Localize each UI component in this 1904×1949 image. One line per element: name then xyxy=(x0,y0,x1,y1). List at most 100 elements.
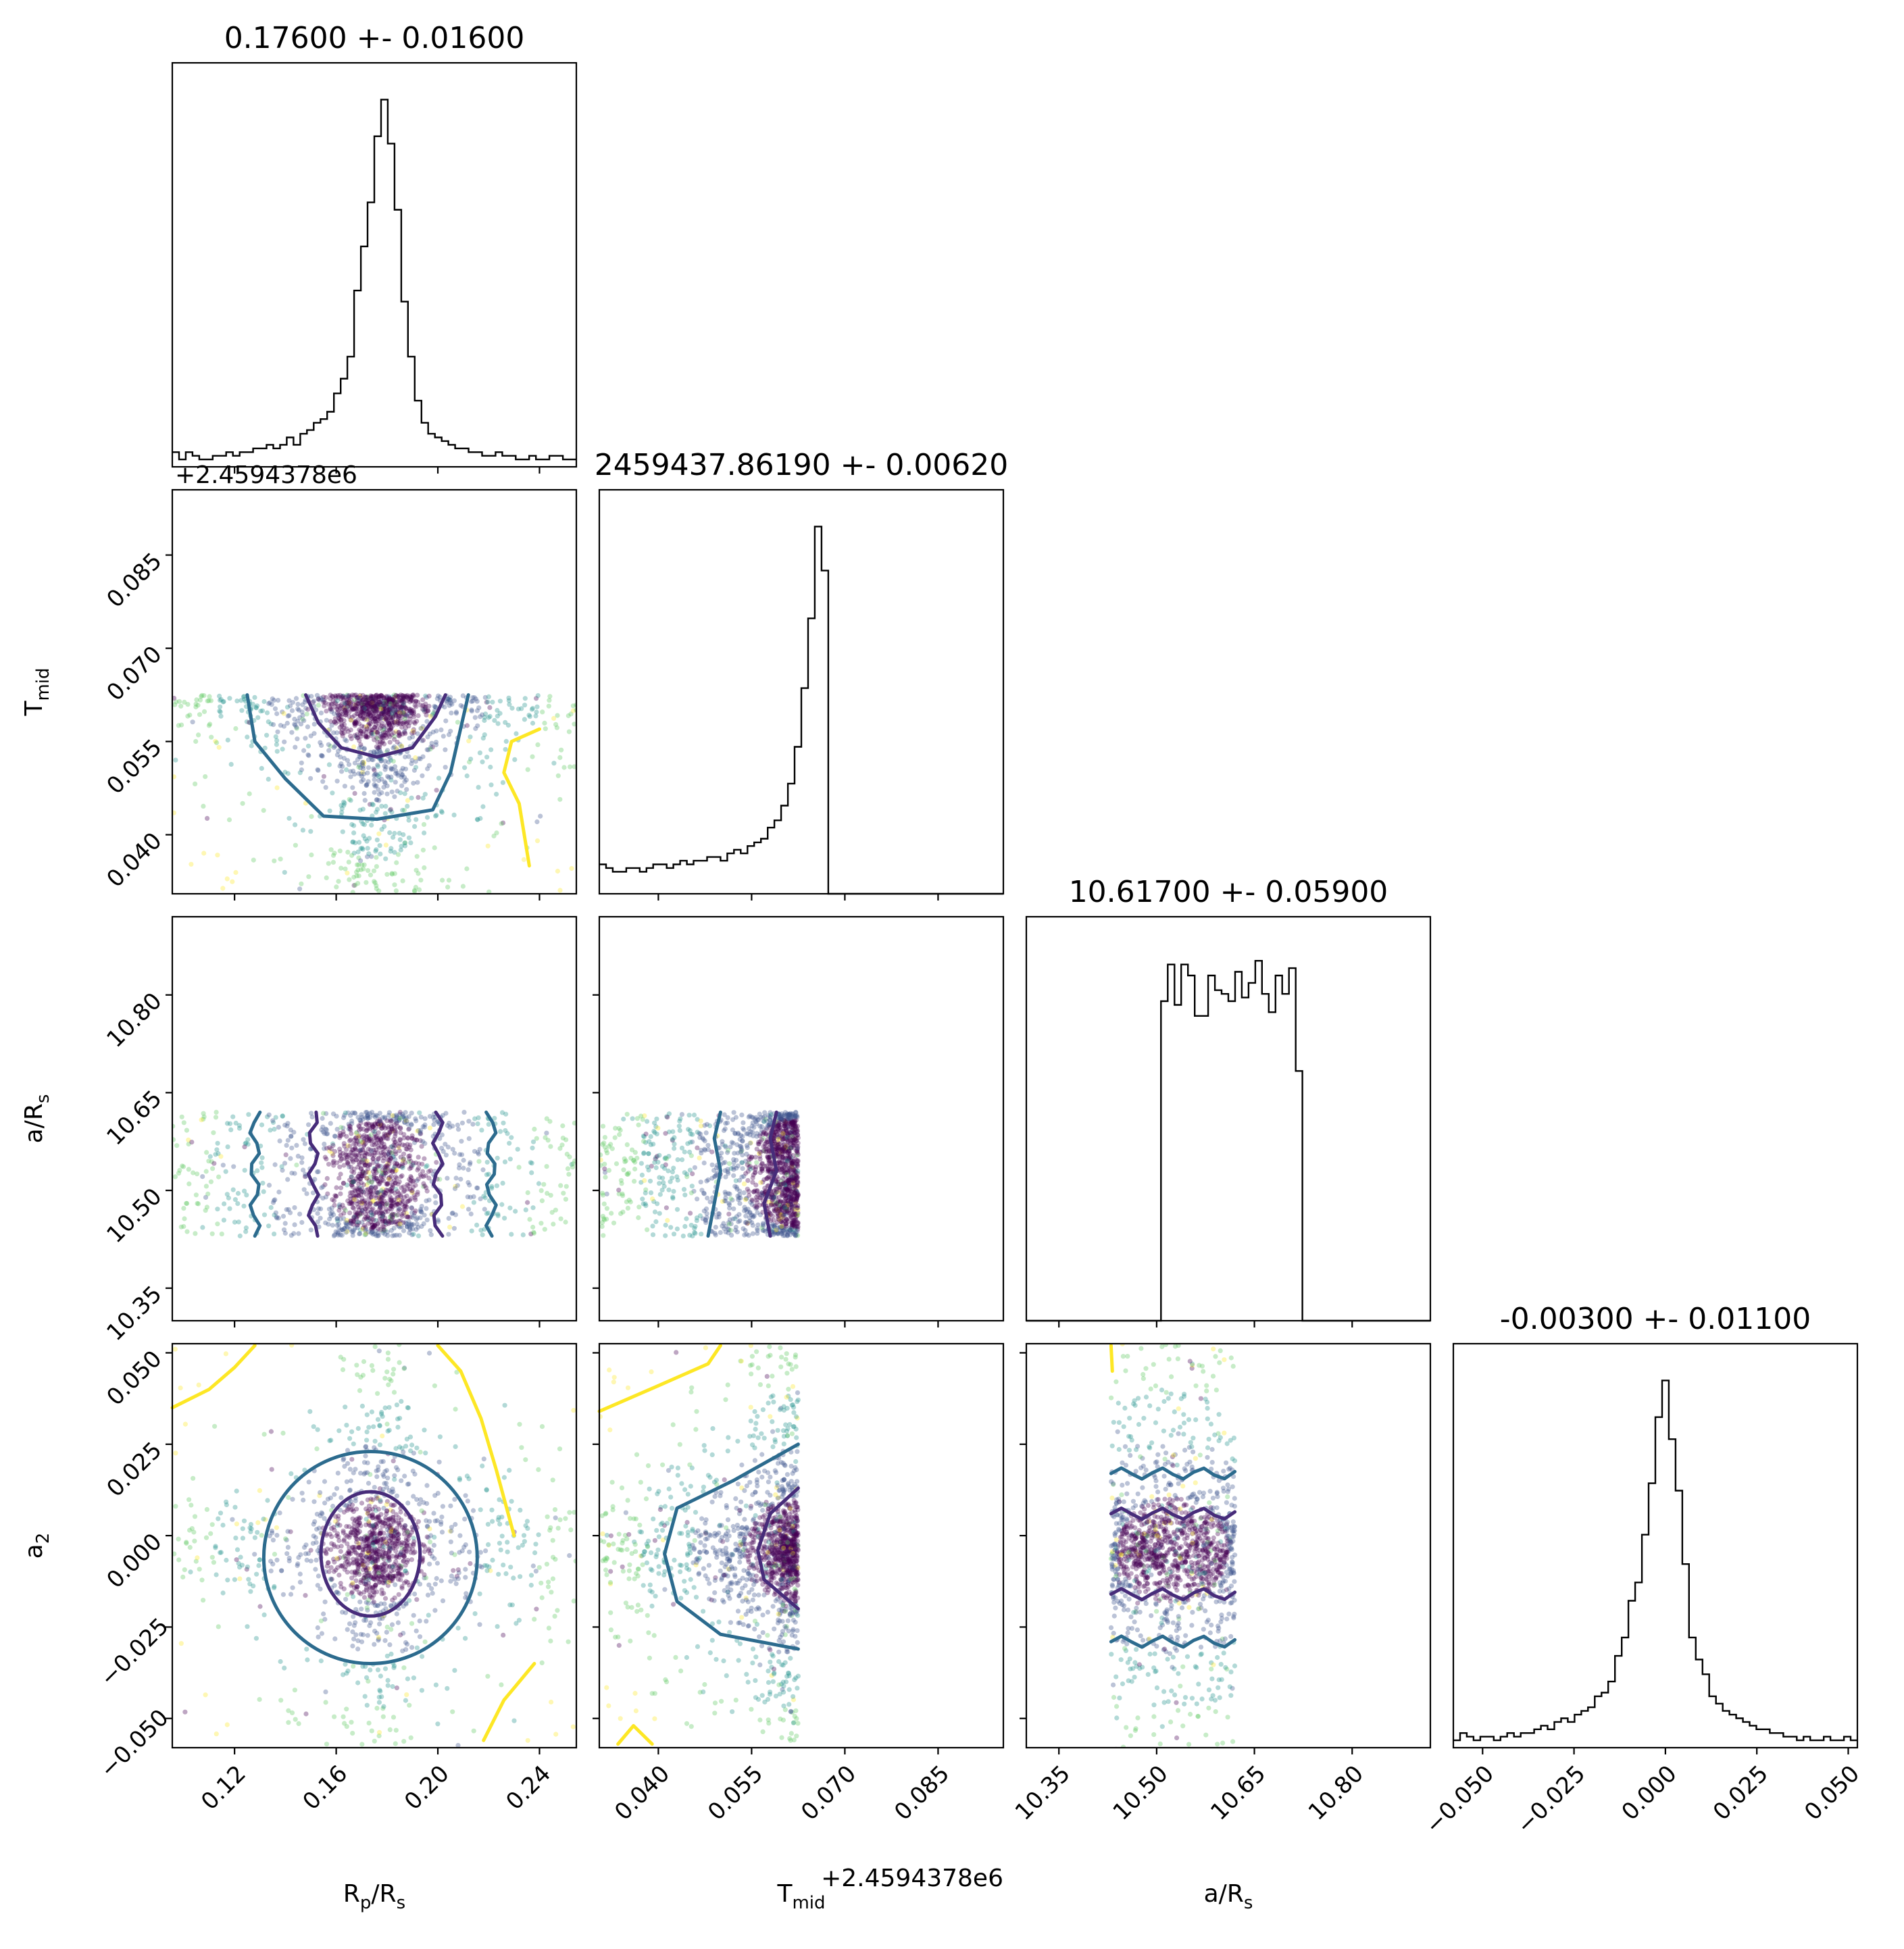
scatter-point xyxy=(778,1160,784,1165)
scatter-point xyxy=(365,1113,370,1119)
scatter-point xyxy=(426,708,431,713)
scatter-point xyxy=(389,1202,395,1207)
scatter-point xyxy=(380,1211,386,1217)
scatter-point xyxy=(366,1146,371,1152)
scatter-point xyxy=(181,1206,186,1211)
scatter-point xyxy=(386,711,391,717)
scatter-point xyxy=(389,714,394,719)
scatter-point xyxy=(530,1563,536,1569)
scatter-point xyxy=(466,738,472,744)
scatter-point xyxy=(778,1115,783,1121)
scatter-point xyxy=(383,1191,389,1196)
scatter-point xyxy=(347,694,352,700)
scatter-point xyxy=(218,1550,224,1555)
scatter-point xyxy=(770,1227,776,1233)
scatter-point xyxy=(318,1618,324,1623)
scatter-point xyxy=(349,1200,355,1206)
scatter-point xyxy=(286,698,292,703)
scatter-point xyxy=(359,1159,364,1165)
scatter-point xyxy=(602,1166,607,1171)
scatter-point xyxy=(347,1501,353,1507)
scatter-point xyxy=(538,1221,544,1226)
scatter-point xyxy=(411,1178,416,1184)
scatter-point xyxy=(722,1198,727,1204)
scatter-point xyxy=(327,1148,332,1154)
scatter-point xyxy=(780,1214,785,1219)
scatter-point xyxy=(345,1569,350,1575)
scatter-point xyxy=(342,730,347,735)
scatter-point xyxy=(379,1198,384,1204)
scatter-point xyxy=(758,1115,763,1120)
scatter-point xyxy=(347,714,352,719)
scatter-point xyxy=(482,1207,487,1212)
scatter-point xyxy=(282,1665,287,1671)
scatter-point xyxy=(788,1194,794,1200)
scatter-point xyxy=(370,1156,376,1161)
scatter-point xyxy=(377,695,382,701)
scatter-point xyxy=(382,1171,387,1177)
scatter-point xyxy=(377,1546,382,1552)
scatter-point xyxy=(174,1143,180,1148)
scatter-point xyxy=(495,713,500,719)
scatter-point xyxy=(525,1190,530,1196)
scatter-point xyxy=(397,830,402,836)
scatter-point xyxy=(385,1157,391,1163)
scatter-point xyxy=(547,698,552,703)
scatter-point xyxy=(375,713,380,719)
scatter-point xyxy=(357,1544,362,1550)
scatter-point xyxy=(769,1201,774,1207)
scatter-point xyxy=(357,713,363,719)
scatter-point xyxy=(367,707,372,712)
scatter-point xyxy=(745,1162,750,1167)
scatter-point xyxy=(364,1533,370,1538)
scatter-point xyxy=(359,1173,365,1179)
scatter-point xyxy=(396,1163,401,1169)
scatter-point xyxy=(362,694,368,700)
scatter-point xyxy=(354,869,359,875)
scatter-point xyxy=(213,1152,218,1157)
scatter-point xyxy=(367,1191,372,1196)
scatter-point xyxy=(739,1147,745,1153)
scatter-point xyxy=(374,702,380,707)
scatter-point xyxy=(779,1225,784,1230)
scatter-point xyxy=(378,692,384,698)
scatter-point xyxy=(339,730,344,735)
scatter-point xyxy=(732,1131,738,1136)
scatter-point xyxy=(361,708,367,713)
scatter-point xyxy=(204,1205,209,1210)
scatter-point xyxy=(368,1201,373,1207)
scatter-point xyxy=(328,847,334,853)
scatter-point xyxy=(476,1115,481,1121)
scatter-point xyxy=(386,1125,391,1131)
scatter-point xyxy=(466,1180,471,1185)
scatter-point xyxy=(378,1530,384,1536)
scatter-point xyxy=(363,734,369,739)
scatter-point xyxy=(791,1122,796,1128)
scatter-point xyxy=(697,1131,702,1136)
scatter-point xyxy=(359,1219,365,1225)
scatter-point xyxy=(359,1403,366,1409)
scatter-point xyxy=(361,697,367,703)
scatter-point xyxy=(751,1165,756,1171)
scatter-point xyxy=(378,1123,384,1129)
scatter-point xyxy=(239,698,244,703)
scatter-point xyxy=(341,1141,347,1146)
scatter-point xyxy=(728,1196,734,1201)
scatter-point xyxy=(359,699,365,705)
scatter-point xyxy=(358,846,364,851)
scatter-point xyxy=(786,1178,792,1183)
scatter-point xyxy=(356,873,361,879)
scatter-point xyxy=(398,1577,403,1582)
scatter-point xyxy=(423,1164,429,1169)
scatter-point xyxy=(433,813,439,819)
scatter-point xyxy=(370,699,376,705)
scatter-point xyxy=(404,709,409,714)
scatter-point xyxy=(778,1146,783,1152)
scatter-point xyxy=(670,1129,676,1134)
scatter-point xyxy=(346,700,352,705)
scatter-point xyxy=(403,1601,409,1607)
scatter-point xyxy=(761,1119,767,1124)
scatter-point xyxy=(395,773,401,778)
scatter-point xyxy=(399,703,405,709)
scatter-point xyxy=(459,1204,466,1209)
